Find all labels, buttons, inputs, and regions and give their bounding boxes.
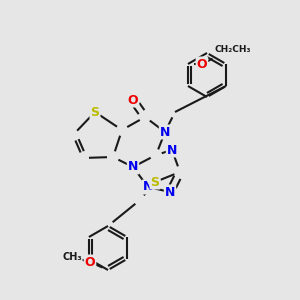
Text: N: N bbox=[160, 125, 170, 139]
Text: O: O bbox=[85, 256, 95, 268]
Text: N: N bbox=[167, 143, 177, 157]
Text: N: N bbox=[128, 160, 138, 173]
Text: O: O bbox=[128, 94, 138, 106]
Text: CH₃: CH₃ bbox=[62, 252, 82, 262]
Text: S: S bbox=[151, 176, 160, 188]
Text: CH₂CH₃: CH₂CH₃ bbox=[215, 46, 251, 55]
Text: O: O bbox=[196, 58, 207, 70]
Text: N: N bbox=[165, 185, 175, 199]
Text: N: N bbox=[143, 181, 153, 194]
Text: S: S bbox=[91, 106, 100, 118]
